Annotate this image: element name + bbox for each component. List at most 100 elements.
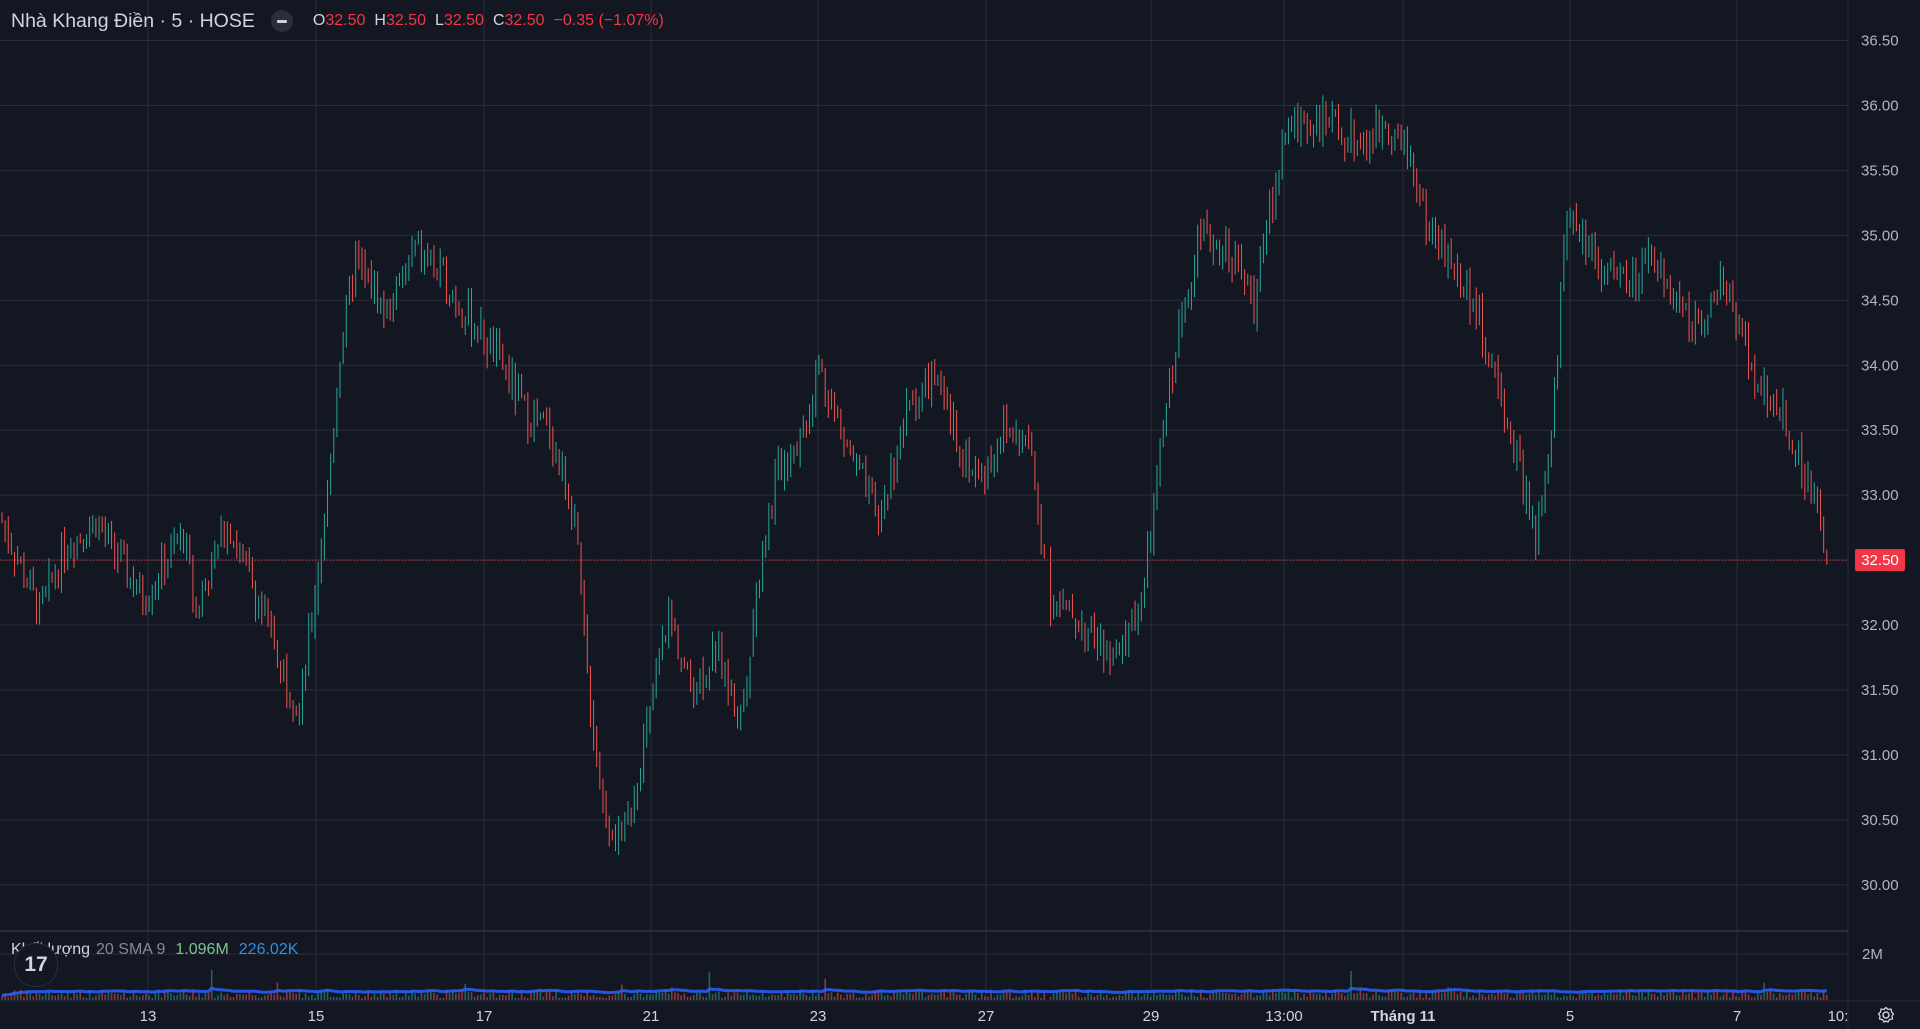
volume-bar xyxy=(1300,997,1302,1000)
minus-icon[interactable] xyxy=(270,10,293,32)
volume-bar xyxy=(1037,992,1039,1000)
volume-bar xyxy=(542,996,545,1000)
volume-bar xyxy=(1578,993,1581,1000)
volume-bar xyxy=(1669,992,1672,1000)
volume-bar xyxy=(592,994,595,1000)
volume-bar xyxy=(523,996,526,1000)
volume-bar xyxy=(1096,994,1099,1000)
volume-bar xyxy=(1318,993,1321,1000)
volume-bar xyxy=(1494,995,1496,1000)
volume-bar xyxy=(214,997,216,1000)
volume-bar xyxy=(1052,993,1055,1000)
volume-bar xyxy=(1481,994,1484,1000)
volume-bar xyxy=(868,996,870,1000)
volume-bar xyxy=(1738,996,1740,1000)
volume-bar xyxy=(667,993,670,1000)
price-axis: 36.50 36.00 35.50 35.00 34.50 34.00 33.50 33.00… xyxy=(1861,33,1899,894)
volume-bar xyxy=(1375,991,1377,1000)
open-label: O xyxy=(312,12,326,29)
volume-bar xyxy=(1625,992,1628,1000)
volume-bar xyxy=(1791,994,1794,1000)
volume-bar xyxy=(1631,995,1634,1000)
volume-bar xyxy=(833,996,836,1000)
volume-bar xyxy=(893,991,895,1000)
volume-bar xyxy=(107,992,110,1000)
volume-bar xyxy=(1675,995,1678,1000)
volume-bar xyxy=(10,993,13,1000)
volume-bar xyxy=(79,991,82,1000)
volume-bar xyxy=(430,991,432,1000)
volume-bar xyxy=(1159,993,1161,1000)
volume-bar xyxy=(1322,995,1324,1000)
volume-bar xyxy=(267,994,269,1000)
volume-bar xyxy=(1187,996,1190,1000)
volume-bar xyxy=(686,996,689,1000)
volume-bar xyxy=(1813,996,1816,1000)
volume-bar xyxy=(1184,996,1186,1000)
volume-bar xyxy=(57,994,60,1000)
volume-bar xyxy=(1431,990,1434,1000)
volume-bar xyxy=(295,994,298,1000)
volume-bar xyxy=(1484,996,1487,1000)
volume-bar xyxy=(1647,990,1650,1000)
volume-bar xyxy=(1337,992,1340,1000)
volume-bar xyxy=(883,995,886,1000)
volume-bar xyxy=(351,996,354,1000)
volume-bar xyxy=(1137,992,1139,1000)
volume-bar xyxy=(1350,970,1352,1000)
volume-bar xyxy=(433,993,435,1000)
volume-bar xyxy=(940,991,942,1000)
volume-bar xyxy=(611,995,614,1000)
volume-bar xyxy=(774,995,776,1000)
volume-bar xyxy=(451,991,454,1000)
volume-bar xyxy=(671,987,673,1000)
volume-bar xyxy=(414,993,416,1000)
volume-bar xyxy=(1819,997,1822,1000)
volume-bar xyxy=(702,996,704,1000)
volume-bar xyxy=(257,997,260,1000)
volume-bar xyxy=(185,994,188,1000)
volume-bar xyxy=(1569,994,1571,1000)
price-tick-label: 36.50 xyxy=(1861,33,1899,50)
symbol-legend[interactable]: Nhà Khang Điền · 5 · HOSE O 32.50 H 32.50 … xyxy=(11,9,664,33)
volume-bar xyxy=(142,995,144,1000)
volume-bar xyxy=(54,995,57,1000)
volume-bar xyxy=(332,996,335,1000)
volume-bar xyxy=(517,997,520,1000)
volume-bar xyxy=(580,993,582,1000)
volume-bar xyxy=(855,997,858,1000)
time-tick-label: 13 xyxy=(140,1008,157,1025)
volume-bar xyxy=(1459,991,1462,1000)
volume-bar xyxy=(1794,993,1797,1000)
volume-bar xyxy=(1541,995,1543,1000)
time-tick-label: 29 xyxy=(1143,1008,1160,1025)
volume-bar xyxy=(1397,991,1399,1000)
volume-bar xyxy=(1678,995,1681,1000)
volume-bar xyxy=(1356,993,1359,1000)
volume-bar xyxy=(1090,994,1093,1000)
volume-bar xyxy=(423,993,426,1000)
volume-bar xyxy=(232,997,235,1000)
symbol-title[interactable]: Nhà Khang Điền · 5 · HOSE xyxy=(11,9,255,32)
volume-bar xyxy=(73,991,75,1000)
volume-bar xyxy=(379,993,382,1000)
volume-bar xyxy=(918,991,920,1000)
volume-bar xyxy=(1190,990,1193,1000)
price-tick-label: 32.00 xyxy=(1861,617,1899,634)
volume-bar xyxy=(755,995,758,1000)
volume-bar xyxy=(808,996,811,1000)
volume-bar xyxy=(1688,993,1690,1000)
volume-bar xyxy=(1487,994,1490,1000)
volume-bar xyxy=(1441,993,1443,1000)
gear-icon[interactable] xyxy=(1876,1005,1896,1025)
tradingview-logo[interactable]: 17 xyxy=(14,943,58,987)
volume-bar xyxy=(1703,996,1706,1000)
volume-bar xyxy=(66,992,69,1000)
volume-bar xyxy=(721,997,723,1000)
volume-bar xyxy=(151,997,154,1000)
price-tick-label: 34.00 xyxy=(1861,357,1899,374)
volume-bar xyxy=(254,995,257,1000)
volume-bar xyxy=(317,991,319,1000)
volume-bar xyxy=(95,995,97,1000)
